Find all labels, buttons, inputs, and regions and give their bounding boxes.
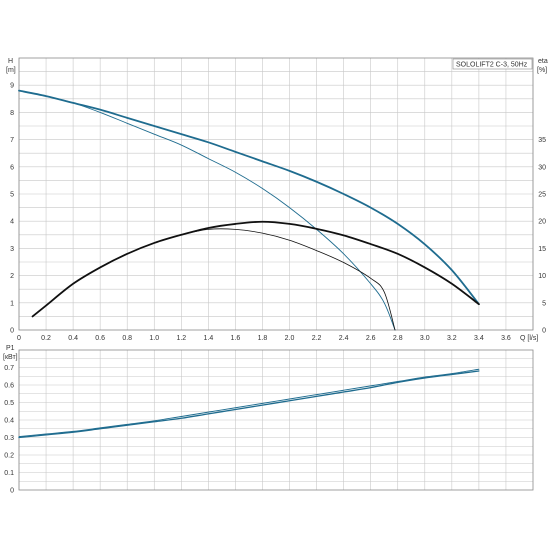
h-curve-max — [18, 89, 480, 306]
top-tick-labels: 0 0.2 0.4 0.6 0.8 1.0 1.2 1.4 1.6 1.8 2.0 2.2 2.4 2.6… — [10, 83, 546, 342]
eta-curve-min — [32, 228, 396, 331]
eta-tick-label: 5 — [542, 300, 546, 307]
eta-curve-max — [31, 220, 480, 318]
h-tick-label: 2 — [10, 273, 14, 280]
p1-tick-label: 0.6 — [4, 383, 14, 390]
x-tick-label: 2.6 — [366, 335, 376, 342]
h-tick-label: 8 — [10, 110, 14, 117]
x-tick-label: 0.8 — [122, 335, 132, 342]
x-axis-title: Q [l/s] — [520, 335, 538, 342]
p1-tick-label: 0.1 — [4, 470, 14, 477]
legend-box — [452, 58, 533, 70]
h-tick-label: 6 — [10, 164, 14, 171]
p1-axis-unit: [кВт] — [3, 354, 18, 361]
p1-axis-title: P1 — [6, 345, 15, 352]
bottom-grid — [18, 350, 533, 490]
x-tick-label: 2.2 — [312, 335, 322, 342]
eta-tick-label: 10 — [538, 273, 546, 280]
h-tick-label: 4 — [10, 219, 14, 226]
eta-tick-label: 25 — [538, 192, 546, 199]
power-panel: 0 0.1 0.2 0.3 0.4 0.5 0.6 0.7 P1 [кВт] — [3, 345, 534, 495]
p1-tick-label: 0.3 — [4, 435, 14, 442]
eta-tick-label: 0 — [542, 328, 546, 335]
bottom-plot-frame — [18, 349, 534, 491]
x-tick-label: 0.2 — [41, 335, 51, 342]
eta-axis-unit: [%] — [537, 67, 547, 74]
eta-tick-label: 15 — [538, 246, 546, 253]
top-plot-frame — [18, 57, 534, 331]
p1-tick-label: 0.5 — [4, 400, 14, 407]
h-axis-unit: [m] — [6, 67, 16, 74]
legend-box-label: SOLOLIFT2 C-3, 50Hz — [456, 62, 528, 69]
x-tick-label: 0.4 — [68, 335, 78, 342]
eta-axis-title: eta — [538, 58, 548, 65]
x-tick-label: 1.6 — [231, 335, 241, 342]
eta-tick-label: 35 — [538, 137, 546, 144]
x-tick-label: 3.2 — [447, 335, 457, 342]
p1-tick-label: 0 — [10, 488, 14, 495]
h-curve-min — [18, 90, 396, 331]
x-tick-label: 0 — [17, 335, 21, 342]
x-tick-label: 1.8 — [258, 335, 268, 342]
h-axis-title: H — [8, 58, 13, 65]
h-tick-label: 3 — [10, 246, 14, 253]
h-tick-label: 7 — [10, 137, 14, 144]
x-tick-label: 1.4 — [204, 335, 214, 342]
h-tick-label: 5 — [10, 192, 14, 199]
eta-tick-label: 20 — [538, 219, 546, 226]
x-tick-label: 3.0 — [420, 335, 430, 342]
x-tick-label: 2.8 — [393, 335, 403, 342]
p1-curve-a — [18, 370, 480, 439]
x-tick-label: 2.0 — [285, 335, 295, 342]
x-tick-label: 0.6 — [95, 335, 105, 342]
h-tick-label: 1 — [10, 300, 14, 307]
top-series-group — [18, 89, 480, 331]
bottom-tick-labels: 0 0.1 0.2 0.3 0.4 0.5 0.6 0.7 — [4, 365, 14, 495]
p1-tick-label: 0.7 — [4, 365, 14, 372]
x-tick-label: 1.2 — [176, 335, 186, 342]
eta-tick-label: 30 — [538, 164, 546, 171]
p1-curve-b — [18, 368, 480, 438]
p1-tick-label: 0.4 — [4, 418, 14, 425]
x-tick-label: 3.6 — [501, 335, 511, 342]
h-tick-label: 9 — [10, 83, 14, 90]
h-tick-label: 0 — [10, 328, 14, 335]
x-tick-label: 2.4 — [339, 335, 349, 342]
x-tick-label: 3.4 — [474, 335, 484, 342]
top-grid — [18, 58, 534, 330]
x-tick-label: 1.0 — [149, 335, 159, 342]
p1-tick-label: 0.2 — [4, 453, 14, 460]
head-efficiency-panel: 0 0.2 0.4 0.6 0.8 1.0 1.2 1.4 1.6 1.8 2.0 2.2 2.4 2.6… — [6, 57, 548, 342]
bottom-series-group — [18, 368, 480, 439]
